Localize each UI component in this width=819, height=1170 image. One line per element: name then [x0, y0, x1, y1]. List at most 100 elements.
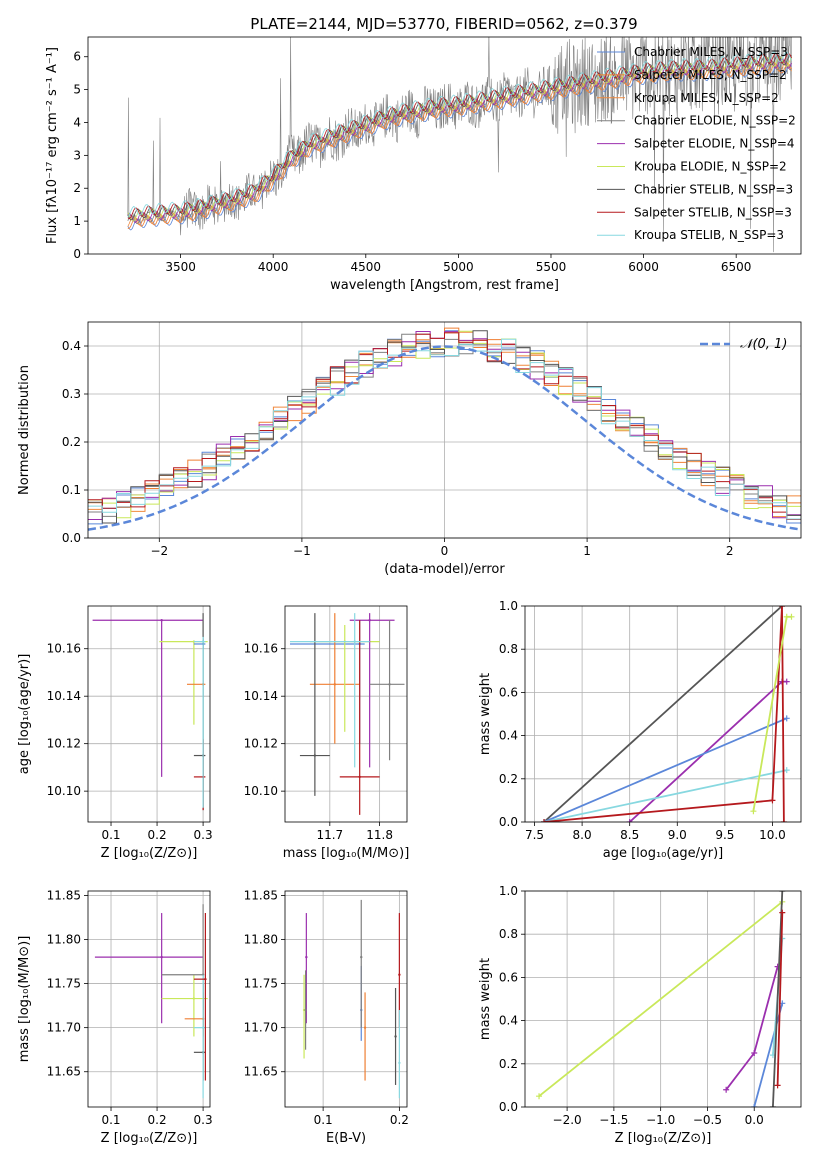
- axes-frame: [284, 890, 408, 1108]
- y-tick-label: 10.14: [47, 689, 81, 703]
- x-tick-label: 3500: [165, 260, 196, 274]
- series-marker-salpeter_stelib: [774, 1082, 781, 1089]
- x-tick-label: 0.2: [148, 828, 167, 842]
- x-tick-label: −1: [293, 544, 311, 558]
- y-tick-label: 1.0: [499, 884, 518, 898]
- series-marker-kroupa_elodie: [788, 613, 795, 620]
- y-tick-label: 0.6: [499, 685, 518, 699]
- point-chabrier_stelib: [394, 1035, 397, 1038]
- panel-mass_vs_Z: 0.1 0.2 0.3 11.65 11.70 11.75 11.80 11.85 Z [log…: [17, 888, 213, 1146]
- y-tick-label: 3: [73, 148, 81, 162]
- observed-spectrum-line: [127, 37, 792, 253]
- x-tick-label: 5000: [443, 260, 474, 274]
- y-tick-label: 0.4: [62, 339, 81, 353]
- y-tick-label: 10.16: [47, 642, 81, 656]
- y-tick-label: 1.0: [499, 599, 518, 613]
- y-tick-label: 0.2: [62, 435, 81, 449]
- x-axis-label: wavelength [Angstrom, rest frame]: [330, 278, 559, 293]
- figure-title: PLATE=2144, MJD=53770, FIBERID=0562, z=0…: [250, 15, 637, 33]
- histogram-kroupa_stelib: [88, 338, 801, 520]
- legend-label: Salpeter MILES, N_SSP=2: [634, 68, 787, 82]
- plot-area: [94, 904, 208, 1099]
- series-line-kroupa_stelib: [543, 769, 787, 822]
- model-line-kroupa_miles: [127, 61, 792, 227]
- y-tick-label: 0.0: [499, 815, 518, 829]
- series-line-chabrier_miles: [753, 1003, 784, 1107]
- axes-frame: [524, 890, 802, 1108]
- x-tick-label: 4500: [351, 260, 382, 274]
- y-tick-label: 0.8: [499, 927, 518, 941]
- series-marker-chabrier_stelib: [769, 1104, 776, 1107]
- y-tick-label: 11.70: [47, 1021, 81, 1035]
- series-line-chabrier_miles: [543, 717, 788, 822]
- histogram-chabrier_stelib: [88, 330, 801, 524]
- plot-area: [302, 899, 401, 1099]
- point-kroupa_stelib: [353, 640, 356, 643]
- x-tick-label: 9.0: [668, 828, 687, 842]
- y-tick-label: 0: [73, 247, 81, 261]
- axes-frame: [284, 605, 408, 823]
- point-chabrier_stelib: [313, 754, 317, 757]
- series-marker-kroupa_stelib: [783, 767, 790, 774]
- legend-label: Salpeter ELODIE, N_SSP=4: [634, 137, 795, 151]
- plot-area: [88, 327, 801, 531]
- model-line-kroupa_stelib: [127, 51, 792, 218]
- series-line-salpeter_elodie: [725, 966, 779, 1091]
- point-chabrier_elodie: [360, 955, 363, 959]
- y-tick-label: 10.12: [47, 737, 81, 751]
- x-axis-label: mass [log₁₀(M/M⊙)]: [283, 846, 410, 861]
- series-line-salpeter_stelib: [543, 606, 785, 822]
- series-line-chabrier_stelib: [543, 606, 783, 822]
- x-axis-label: E(B-V): [326, 1131, 366, 1146]
- x-tick-label: 8.5: [620, 828, 639, 842]
- legend-label: Salpeter STELIB, N_SSP=3: [634, 205, 792, 219]
- y-axis-label: mass weight: [478, 673, 493, 755]
- point-kroupa_stelib: [201, 1026, 205, 1029]
- y-tick-label: 0.0: [62, 531, 81, 545]
- y-tick-label: 10.10: [244, 784, 278, 798]
- series-marker-salpeter_stelib: [769, 797, 776, 804]
- point-chabrier_elodie: [304, 1008, 307, 1012]
- series-marker-salpeter_stelib: [779, 909, 786, 916]
- model-line-salpeter_stelib: [127, 52, 792, 220]
- x-tick-label: −1.5: [599, 1113, 628, 1127]
- series-marker-salpeter_stelib: [541, 819, 548, 822]
- panel-weight_vs_Z: −2.0 −1.5 −1.0 −0.5 0.0 0.0 0.2 0.4 0.6 0.8 1.0 Z […: [478, 884, 802, 1146]
- axes-frame: [87, 605, 211, 823]
- y-tick-label: 10.12: [244, 737, 278, 751]
- series-line-kroupa_elodie: [538, 901, 783, 1097]
- series-line-salpeter_stelib: [776, 912, 784, 1086]
- x-tick-label: 0.3: [194, 828, 213, 842]
- panel-age_vs_mass: 11.7 11.8 10.10 10.12 10.14 10.16 mass [log₁₀(…: [244, 605, 410, 861]
- y-tick-label: 11.85: [47, 888, 81, 902]
- y-tick-label: 11.80: [244, 932, 278, 946]
- point-salpeter_stelib: [204, 977, 207, 981]
- x-tick-label: 0.1: [101, 1113, 120, 1127]
- x-tick-label: 11.8: [366, 828, 393, 842]
- y-tick-label: 10.16: [244, 642, 278, 656]
- legend-label: Kroupa ELODIE, N_SSP=2: [634, 160, 787, 174]
- x-tick-label: 0.2: [390, 1113, 409, 1127]
- point-salpeter_miles: [333, 683, 336, 686]
- axes-frame: [87, 321, 802, 539]
- plot-area: [536, 891, 786, 1107]
- point-kroupa_stelib: [201, 640, 205, 643]
- y-axis-label: Normed distribution: [17, 365, 32, 495]
- plot-area: [289, 613, 405, 815]
- point-kroupa_stelib: [398, 1061, 401, 1065]
- x-tick-label: −1.0: [646, 1113, 675, 1127]
- legend-label: Chabrier MILES, N_SSP=3: [634, 45, 788, 59]
- x-tick-label: 6500: [721, 260, 752, 274]
- y-axis-label: mass weight: [478, 958, 493, 1040]
- x-axis-label: (data-model)/error: [384, 562, 505, 577]
- x-tick-label: 11.7: [316, 828, 343, 842]
- x-tick-label: 6000: [628, 260, 659, 274]
- legend-label: Kroupa STELIB, N_SSP=3: [634, 228, 784, 242]
- x-tick-label: −2.0: [553, 1113, 582, 1127]
- y-tick-label: 0.4: [499, 729, 518, 743]
- x-tick-label: 0: [441, 544, 449, 558]
- legend-label: Kroupa MILES, N_SSP=2: [634, 91, 779, 105]
- point-salpeter_elodie: [160, 955, 163, 959]
- gaussian-curve: [88, 345, 801, 531]
- x-axis-label: age [log₁₀(age/yr)]: [603, 846, 724, 861]
